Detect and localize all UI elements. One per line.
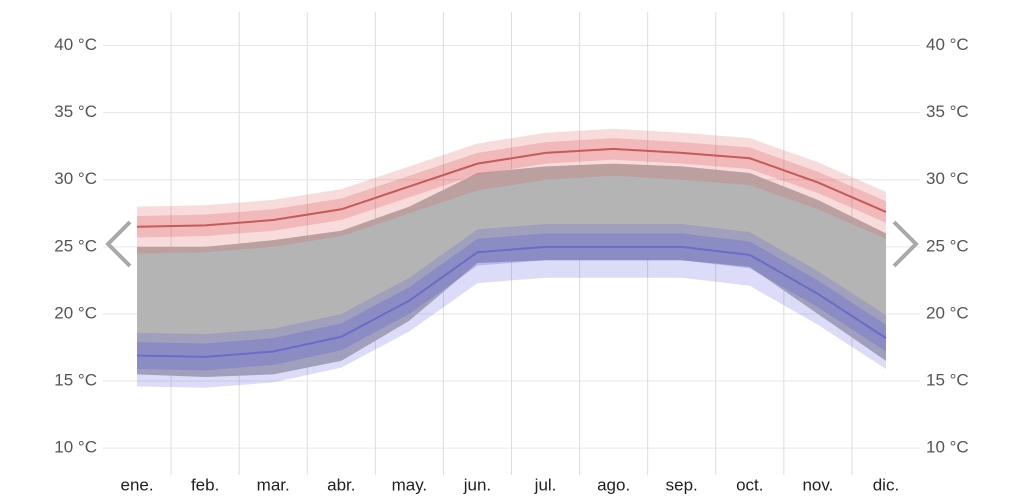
y-tick-label: 20 °C: [54, 303, 97, 322]
x-tick-label: feb.: [191, 475, 219, 494]
x-tick-label: abr.: [327, 475, 355, 494]
x-tick-label: oct.: [736, 475, 763, 494]
next-arrow[interactable]: [892, 220, 919, 268]
line: [137, 245, 887, 358]
x-tick-label: nov.: [802, 475, 833, 494]
y-tick-label-right: 15 °C: [926, 371, 969, 390]
x-tick-label: mar.: [257, 475, 290, 494]
line: [137, 147, 887, 228]
y-tick-label-right: 30 °C: [926, 169, 969, 188]
x-tick-label: may.: [392, 475, 428, 494]
x-tick-label: dic.: [873, 475, 899, 494]
band: [137, 163, 886, 378]
band: [137, 233, 886, 371]
prev-arrow[interactable]: [105, 220, 132, 268]
y-tick-label-right: 25 °C: [926, 236, 969, 255]
y-tick-label: 35 °C: [54, 102, 97, 121]
y-tick-label-right: 20 °C: [926, 303, 969, 322]
y-tick-label: 40 °C: [54, 35, 97, 54]
y-tick-label: 25 °C: [54, 236, 97, 255]
y-tick-label-right: 10 °C: [926, 438, 969, 457]
y-tick-label: 15 °C: [54, 371, 97, 390]
y-tick-label-right: 35 °C: [926, 102, 969, 121]
band: [137, 224, 886, 388]
x-tick-label: jul.: [534, 475, 557, 494]
band: [137, 128, 886, 254]
x-tick-label: ago.: [597, 475, 630, 494]
y-tick-label: 30 °C: [54, 169, 97, 188]
x-tick-label: ene.: [120, 475, 153, 494]
x-tick-label: sep.: [666, 475, 698, 494]
y-tick-label: 10 °C: [54, 438, 97, 457]
x-tick-label: jun.: [463, 475, 491, 494]
y-tick-label-right: 40 °C: [926, 35, 969, 54]
